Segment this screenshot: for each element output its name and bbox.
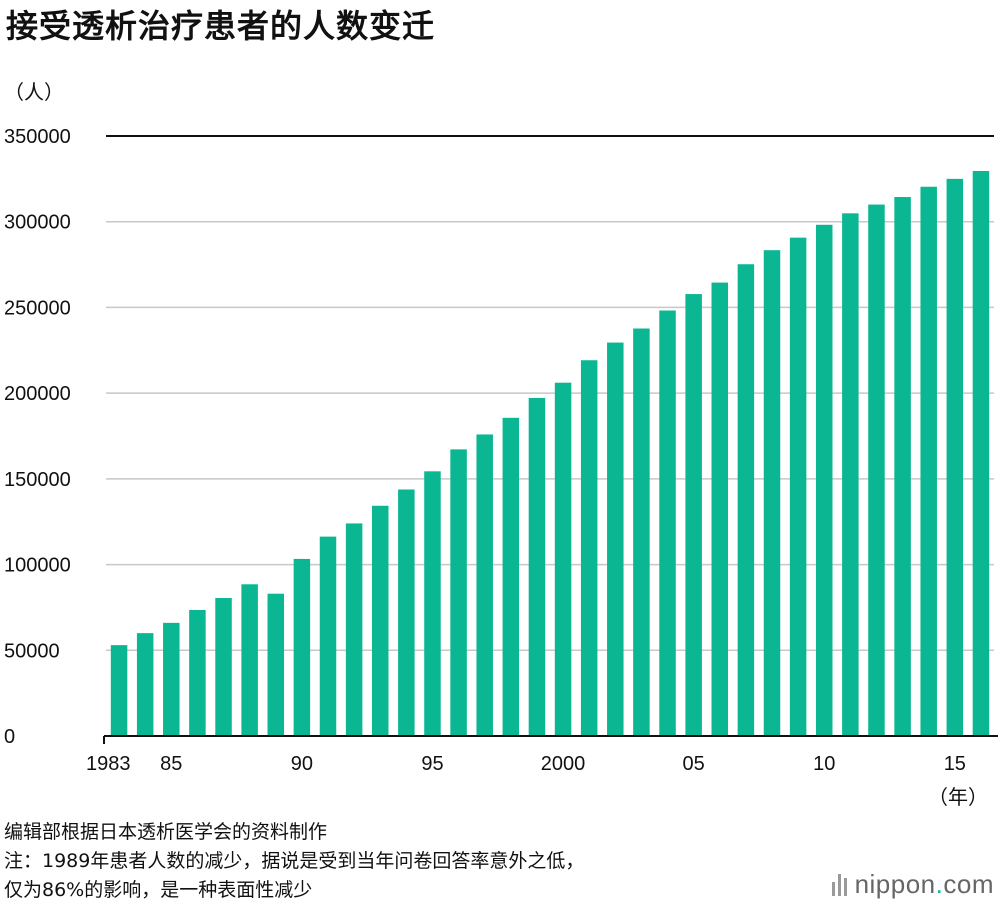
y-tick-label: 150000 [4, 469, 71, 491]
bar-2001 [580, 360, 598, 736]
bar-1998 [502, 417, 520, 736]
y-axis-ticks: 0 50000 100000 150000 200000 250000 300000 3500… [4, 126, 71, 748]
brand-name: nippon [854, 869, 936, 899]
bar-2015 [946, 178, 964, 736]
x-axis-unit-label: （年） [928, 785, 988, 809]
y-tick-label: 100000 [4, 555, 71, 577]
x-tick-label: 1983 [86, 753, 131, 775]
sound-bars-icon [831, 873, 847, 896]
gridlines [106, 135, 994, 652]
x-tick-label: 05 [683, 753, 705, 775]
bar-1983 [110, 645, 128, 736]
x-tick-label: 10 [813, 753, 835, 775]
chart-title: 接受透析治疗患者的人数变迁 [6, 7, 436, 45]
source-notes: 编辑部根据日本透析医学会的资料制作 注：1989年患者人数的减少，据说是受到当年… [4, 818, 584, 905]
bar-1989 [267, 593, 285, 736]
bar-2000 [554, 382, 572, 736]
brand-dot: . [935, 869, 944, 899]
x-tick-label: 95 [421, 753, 443, 775]
y-tick-label: 50000 [4, 640, 60, 662]
y-tick-label: 350000 [4, 126, 71, 148]
bar-1992 [345, 523, 363, 736]
bar-2009 [789, 237, 807, 736]
bar-1991 [319, 536, 337, 736]
bar-1997 [476, 434, 493, 736]
x-tick-label: 90 [291, 753, 313, 775]
bars [110, 170, 990, 737]
bar-1986 [189, 610, 206, 736]
bar-2016 [972, 170, 990, 736]
bar-2007 [737, 264, 755, 736]
bar-1984 [136, 633, 154, 736]
bar-1985 [163, 622, 180, 736]
bar-2008 [763, 250, 781, 736]
bar-2012 [868, 204, 885, 737]
nippon-logo: nippon. com [831, 869, 994, 900]
bar-2002 [607, 342, 624, 736]
bar-2004 [659, 310, 676, 736]
bar-2006 [711, 282, 729, 736]
y-tick-label: 250000 [4, 297, 71, 319]
bar-2011 [842, 213, 859, 737]
x-tick-label: 2000 [541, 753, 586, 775]
bar-1995 [424, 471, 441, 736]
y-tick-label: 200000 [4, 383, 71, 405]
footnote-line-1: 注：1989年患者人数的减少，据说是受到当年问卷回答率意外之低， [4, 850, 585, 872]
y-tick-label: 0 [4, 726, 15, 748]
y-axis-unit-label: （人） [4, 80, 64, 104]
x-axis-ticks: 1983 85 90 95 2000 05 10 15 [86, 753, 966, 775]
bar-1994 [398, 489, 415, 736]
bar-1987 [215, 598, 232, 736]
x-tick-label: 85 [160, 753, 182, 775]
bar-1999 [528, 397, 546, 736]
bar-1988 [241, 584, 258, 736]
bar-2013 [894, 197, 911, 736]
bar-2010 [815, 224, 833, 737]
bar-2005 [685, 294, 702, 736]
bar-2003 [633, 328, 650, 736]
x-tick-label: 15 [944, 753, 966, 775]
y-tick-label: 300000 [4, 212, 71, 234]
source-note: 编辑部根据日本透析医学会的资料制作 [4, 821, 328, 843]
bar-1990 [293, 558, 311, 736]
brand-suffix: com [943, 869, 994, 899]
axes [103, 735, 998, 744]
bar-2014 [920, 186, 937, 736]
bar-1993 [371, 505, 389, 736]
bar-1996 [450, 449, 467, 736]
footnote-line-2: 仅为86%的影响，是一种表面性减少 [4, 879, 313, 901]
